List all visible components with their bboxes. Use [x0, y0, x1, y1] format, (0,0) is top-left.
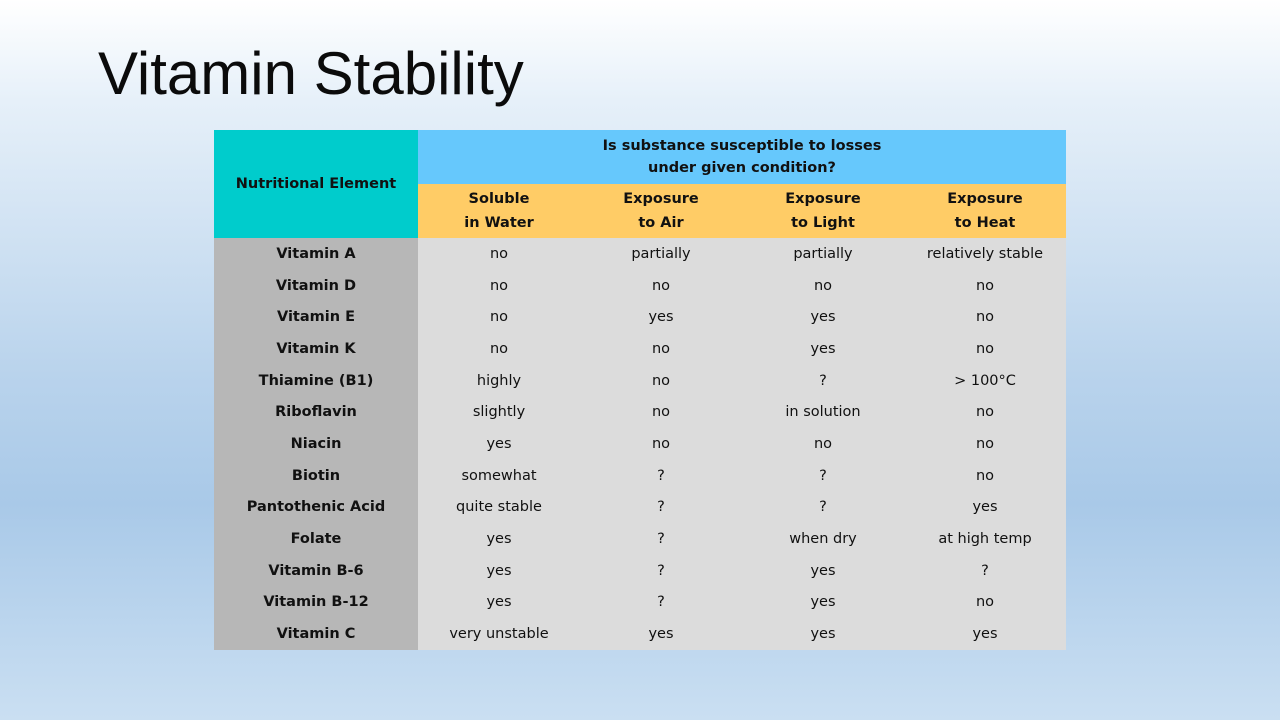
table-cell: partially — [742, 238, 904, 270]
table-cell: no — [904, 428, 1066, 460]
table-cell: yes — [904, 618, 1066, 650]
table-row: Vitamin B-6 yes ? yes ? — [214, 554, 1066, 587]
table-cell: yes — [742, 618, 904, 650]
table-cell: no — [580, 269, 742, 302]
table-cell: no — [742, 428, 904, 460]
table-cell: slightly — [418, 396, 580, 429]
row-name: Vitamin A — [214, 238, 418, 270]
table-cell: ? — [580, 523, 742, 555]
table-cell: yes — [904, 491, 1066, 524]
vitamin-stability-table: Nutritional Element Is substance suscept… — [214, 130, 1066, 650]
table-cell: ? — [580, 491, 742, 524]
table-cell: yes — [418, 523, 580, 555]
table-cell: ? — [580, 459, 742, 492]
table-cell: yes — [580, 618, 742, 650]
row-name: Pantothenic Acid — [214, 491, 418, 524]
table-row: Biotin somewhat ? ? no — [214, 459, 1066, 492]
table-row: Vitamin E no yes yes no — [214, 301, 1066, 334]
row-name: Biotin — [214, 459, 418, 492]
table-cell: yes — [418, 554, 580, 587]
table-cell: yes — [580, 301, 742, 334]
table-cell: no — [742, 269, 904, 302]
table-cell: in solution — [742, 396, 904, 429]
table-cell: no — [418, 333, 580, 365]
row-name: Vitamin B-6 — [214, 554, 418, 587]
table-cell: no — [904, 269, 1066, 302]
table-row: Vitamin B-12 yes ? yes no — [214, 586, 1066, 619]
header-row-conditions: Soluble in Water Exposure to Air Exposur… — [214, 184, 1066, 238]
column-header-line-2: in Water — [464, 215, 534, 231]
column-header-line-1: Exposure — [785, 191, 861, 207]
table-row: Folate yes ? when dry at high temp — [214, 523, 1066, 555]
table-row: Thiamine (B1) highly no ? > 100°C — [214, 364, 1066, 397]
table-cell: > 100°C — [904, 364, 1066, 397]
column-header-line-1: Exposure — [623, 191, 699, 207]
table-cell: at high temp — [904, 523, 1066, 555]
table-row: Pantothenic Acid quite stable ? ? yes — [214, 491, 1066, 524]
table-cell: no — [418, 238, 580, 270]
table-cell: somewhat — [418, 459, 580, 492]
table-cell: yes — [742, 333, 904, 365]
table-cell: no — [904, 396, 1066, 429]
table-row: Riboflavin slightly no in solution no — [214, 396, 1066, 429]
column-header-light: Exposure to Light — [742, 184, 904, 238]
corner-header: Nutritional Element — [214, 130, 418, 238]
table-cell: no — [904, 586, 1066, 619]
table-cell: relatively stable — [904, 238, 1066, 270]
column-header-line-2: to Light — [791, 215, 855, 231]
table-cell: no — [580, 428, 742, 460]
column-header-air: Exposure to Air — [580, 184, 742, 238]
table-cell: ? — [580, 586, 742, 619]
table-cell: ? — [742, 491, 904, 524]
row-name: Vitamin D — [214, 269, 418, 302]
table-cell: ? — [904, 554, 1066, 587]
column-header-line-2: to Air — [638, 215, 684, 231]
column-header-water: Soluble in Water — [418, 184, 580, 238]
question-line-2: under given condition? — [648, 160, 836, 176]
table-cell: ? — [742, 364, 904, 397]
table-cell: yes — [742, 554, 904, 587]
column-header-line-1: Exposure — [947, 191, 1023, 207]
slide-title: Vitamin Stability — [98, 40, 524, 107]
table-cell: yes — [742, 301, 904, 334]
table-cell: ? — [742, 459, 904, 492]
table-cell: ? — [580, 554, 742, 587]
table-cell: very unstable — [418, 618, 580, 650]
table-row: Vitamin K no no yes no — [214, 333, 1066, 365]
table-cell: no — [580, 333, 742, 365]
row-name: Thiamine (B1) — [214, 364, 418, 397]
column-header-heat: Exposure to Heat — [904, 184, 1066, 238]
row-name: Vitamin B-12 — [214, 586, 418, 619]
table-row: Niacin yes no no no — [214, 428, 1066, 460]
table-cell: highly — [418, 364, 580, 397]
table-row: Vitamin C very unstable yes yes yes — [214, 618, 1066, 650]
table-cell: yes — [418, 428, 580, 460]
column-header-line-1: Soluble — [468, 191, 530, 207]
row-name: Riboflavin — [214, 396, 418, 429]
header-row-question: Nutritional Element Is substance suscept… — [214, 130, 1066, 238]
table-row: Vitamin D no no no no — [214, 269, 1066, 302]
table-cell: no — [580, 396, 742, 429]
table-cell: no — [418, 301, 580, 334]
question-header: Is substance susceptible to losses under… — [418, 130, 1066, 184]
row-name: Niacin — [214, 428, 418, 460]
table-cell: no — [580, 364, 742, 397]
table-cell: when dry — [742, 523, 904, 555]
row-name: Vitamin C — [214, 618, 418, 650]
table-cell: quite stable — [418, 491, 580, 524]
table-cell: no — [904, 301, 1066, 334]
table-cell: no — [904, 333, 1066, 365]
table-cell: partially — [580, 238, 742, 270]
table-cell: yes — [742, 586, 904, 619]
table-cell: yes — [418, 586, 580, 619]
column-header-line-2: to Heat — [954, 215, 1016, 231]
question-line-1: Is substance susceptible to losses — [602, 138, 882, 154]
row-name: Folate — [214, 523, 418, 555]
table-cell: no — [418, 269, 580, 302]
row-name: Vitamin E — [214, 301, 418, 334]
table-cell: no — [904, 459, 1066, 492]
table-row: Vitamin A no partially partially relativ… — [214, 238, 1066, 270]
row-name: Vitamin K — [214, 333, 418, 365]
